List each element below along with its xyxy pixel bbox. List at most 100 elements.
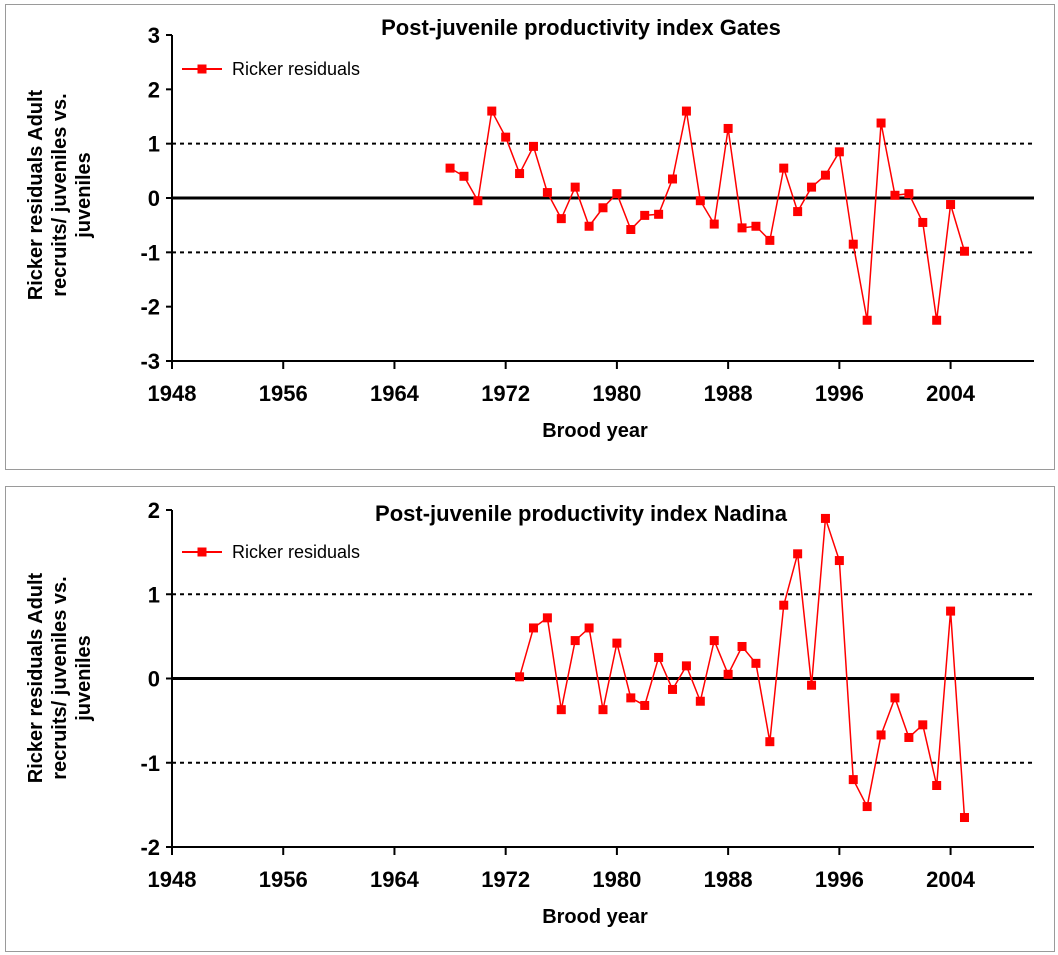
data-point — [626, 225, 636, 235]
y-tick-label: -1 — [140, 751, 160, 776]
chart-panel-gates: -3 -2 -1 0 1 2 3 1948 1956 1964 1972 1980 1988 1996 20… — [5, 4, 1055, 470]
data-point — [612, 638, 622, 648]
data-point — [793, 549, 803, 559]
x-tick-label: 1964 — [370, 867, 420, 892]
data-point — [584, 221, 594, 231]
y-tick-label: 1 — [148, 132, 160, 157]
series-line-ricker-residuals — [449, 108, 966, 321]
data-point — [876, 118, 886, 128]
chart-gates: -3 -2 -1 0 1 2 3 1948 1956 1964 1972 1980 1988 1996 20… — [25, 15, 1034, 442]
data-point — [834, 147, 844, 157]
chart-panel-nadina: -2 -1 0 1 2 1948 1956 1964 1972 1980 1988 1996 2004 B… — [5, 486, 1055, 952]
legend-label: Ricker residuals — [232, 542, 360, 562]
data-point — [890, 693, 900, 703]
data-point — [890, 190, 900, 200]
data-point — [668, 684, 678, 694]
x-tick-label: 2004 — [926, 867, 976, 892]
y-tick-label: -1 — [140, 240, 160, 265]
data-point — [626, 693, 636, 703]
x-tick-label: 1948 — [148, 381, 197, 406]
data-point — [820, 170, 830, 180]
y-tick-label: 2 — [148, 77, 160, 102]
data-point — [598, 705, 608, 715]
y-tick-label: 1 — [148, 582, 160, 607]
legend: Ricker residuals — [182, 59, 360, 79]
data-point — [487, 106, 497, 116]
data-point — [876, 730, 886, 740]
x-tick-label: 1956 — [259, 381, 308, 406]
data-point — [681, 661, 691, 671]
data-point — [918, 217, 928, 227]
data-point — [695, 696, 705, 706]
data-point — [765, 737, 775, 747]
data-point — [834, 556, 844, 566]
x-tick-label: 1988 — [704, 381, 753, 406]
data-point — [542, 613, 552, 623]
x-tick-label: 1996 — [815, 867, 864, 892]
data-point — [723, 123, 733, 133]
data-point — [473, 196, 483, 206]
y-axis-title-line: recruits/ juveniles vs. — [49, 576, 71, 779]
data-point — [556, 705, 566, 715]
data-point — [515, 169, 525, 179]
data-point — [779, 163, 789, 173]
y-tick-label: 3 — [148, 23, 160, 48]
chart-nadina: -2 -1 0 1 2 1948 1956 1964 1972 1980 1988 1996 2004 B… — [25, 498, 1034, 928]
data-point — [848, 775, 858, 785]
data-point — [654, 209, 664, 219]
data-point — [640, 210, 650, 220]
legend-label: Ricker residuals — [232, 59, 360, 79]
data-point — [862, 315, 872, 325]
data-point — [654, 652, 664, 662]
y-axis-title: Ricker residuals Adult recruits/ juvenile… — [25, 572, 95, 783]
data-point — [542, 188, 552, 198]
data-point — [737, 641, 747, 651]
data-point — [848, 239, 858, 249]
x-tick-label: 1948 — [148, 867, 197, 892]
legend: Ricker residuals — [182, 542, 360, 562]
x-tick-label: 1964 — [370, 381, 420, 406]
data-point — [570, 636, 580, 646]
y-axis-title-line: juveniles — [73, 635, 95, 722]
x-tick-label: 1972 — [481, 381, 530, 406]
y-axis-title-line: juveniles — [73, 152, 95, 239]
x-tick-label: 1972 — [481, 867, 530, 892]
data-point — [779, 600, 789, 610]
y-tick-label: -2 — [140, 295, 160, 320]
data-point — [528, 141, 538, 151]
chart-title: Post-juvenile productivity index Nadina — [375, 501, 788, 526]
y-tick-label: -3 — [140, 349, 160, 374]
data-point — [765, 235, 775, 245]
data-point — [904, 732, 914, 742]
data-point — [556, 214, 566, 224]
x-tick-label: 2004 — [926, 381, 976, 406]
data-point — [737, 223, 747, 233]
data-point — [459, 171, 469, 181]
x-axis-title: Brood year — [542, 420, 648, 442]
data-point — [723, 669, 733, 679]
data-point — [681, 106, 691, 116]
data-point — [862, 802, 872, 812]
chart-title: Post-juvenile productivity index Gates — [381, 15, 781, 40]
y-tick-label: 0 — [148, 667, 160, 692]
x-tick-label: 1980 — [592, 381, 641, 406]
data-point — [445, 163, 455, 173]
data-point — [751, 658, 761, 668]
y-axis-title: Ricker residuals Adult recruits/ juvenile… — [25, 89, 95, 300]
legend-marker-swatch — [197, 547, 207, 557]
x-tick-label: 1996 — [815, 381, 864, 406]
data-point — [668, 174, 678, 184]
data-point — [932, 780, 942, 790]
data-point — [612, 189, 622, 199]
legend-marker-swatch — [197, 64, 207, 74]
data-point — [918, 720, 928, 730]
x-axis-title: Brood year — [542, 906, 648, 928]
data-point — [598, 203, 608, 213]
data-point — [793, 207, 803, 217]
y-axis-title-line: recruits/ juveniles vs. — [49, 93, 71, 296]
data-point — [959, 813, 969, 823]
data-point — [501, 132, 511, 142]
data-point — [709, 219, 719, 229]
data-point — [946, 606, 956, 616]
data-point — [959, 246, 969, 256]
